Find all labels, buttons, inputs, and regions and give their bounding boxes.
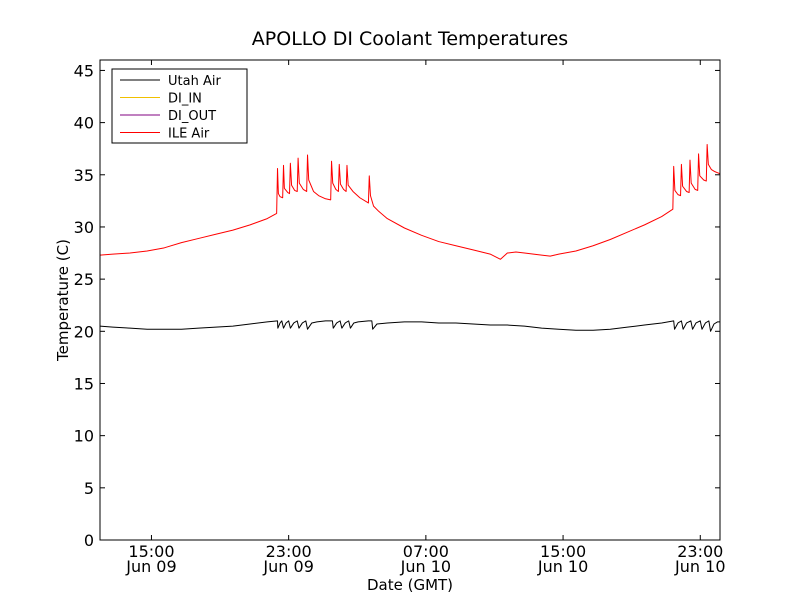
- legend-label: DI_IN: [168, 92, 202, 107]
- y-tick-label: 35: [74, 166, 94, 185]
- x-tick-date-label: Jun 10: [400, 557, 451, 576]
- x-axis-label: Date (GMT): [367, 576, 453, 594]
- series-layer: [99, 144, 721, 332]
- x-tick-time-label: 15:00: [128, 542, 174, 561]
- y-tick-label: 20: [74, 322, 94, 341]
- y-tick-label: 15: [74, 374, 94, 393]
- y-tick-label: 10: [74, 427, 94, 446]
- legend: Utah Air DI_IN DI_OUT ILE Air: [111, 68, 248, 144]
- legend-label: DI_OUT: [168, 109, 216, 124]
- y-tick-label: 25: [74, 270, 94, 289]
- x-tick-date-label: Jun 09: [262, 557, 313, 576]
- x-tick-date-label: Jun 09: [125, 557, 176, 576]
- legend-label: Utah Air: [168, 74, 221, 89]
- y-tick-label: 0: [84, 531, 94, 550]
- x-tick-time-label: 07:00: [403, 542, 449, 561]
- plot-frame: [99, 59, 721, 541]
- y-tick-label: 40: [74, 114, 94, 133]
- x-tick-time-label: 23:00: [677, 542, 723, 561]
- chart-title: APOLLO DI Coolant Temperatures: [252, 28, 568, 50]
- y-tick-label: 5: [84, 479, 94, 498]
- series-line-ile-air: [99, 144, 721, 260]
- y-tick-label: 45: [74, 61, 94, 80]
- legend-box: [111, 68, 248, 144]
- y-axis-ticks: 0 5 10 15 20 25 30 35 40 45: [74, 61, 720, 550]
- y-axis-label: Temperature (C): [54, 239, 72, 362]
- x-tick-time-label: 23:00: [266, 542, 312, 561]
- y-tick-label: 30: [74, 218, 94, 237]
- series-line-utah-air: [99, 320, 720, 332]
- legend-label: ILE Air: [168, 127, 210, 142]
- x-tick-date-label: Jun 10: [674, 557, 725, 576]
- x-tick-time-label: 15:00: [540, 542, 586, 561]
- legend-items: Utah Air DI_IN DI_OUT ILE Air: [120, 74, 221, 142]
- x-tick-date-label: Jun 10: [537, 557, 588, 576]
